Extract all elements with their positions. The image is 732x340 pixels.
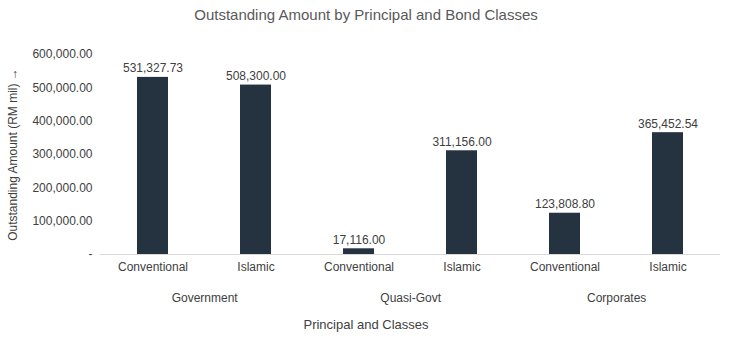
- svg-text:600,000.00: 600,000.00: [32, 47, 92, 61]
- svg-text:508,300.00: 508,300.00: [226, 69, 286, 83]
- svg-text:500,000.00: 500,000.00: [32, 81, 92, 95]
- svg-text:531,327.73: 531,327.73: [123, 61, 183, 75]
- html-text:Outstanding Amount by Principa: Outstanding Amount by Principal and Bond…: [194, 6, 538, 23]
- svg-text:-: -: [89, 247, 93, 261]
- svg-text:100,000.00: 100,000.00: [32, 214, 92, 228]
- svg-text:Conventional: Conventional: [118, 260, 188, 274]
- html-text:Principal and Classes: Principal and Classes: [303, 317, 429, 332]
- svg-text:Outstanding Amount (RM mil) →: Outstanding Amount (RM mil) →: [6, 68, 20, 241]
- svg-text:Corporates: Corporates: [587, 291, 646, 305]
- svg-text:Government: Government: [172, 291, 239, 305]
- svg-text:123,808.80: 123,808.80: [535, 197, 595, 211]
- svg-text:Conventional: Conventional: [324, 260, 394, 274]
- svg-text:311,156.00: 311,156.00: [432, 135, 491, 149]
- svg-text:Islamic: Islamic: [649, 260, 686, 274]
- svg-text:400,000.00: 400,000.00: [32, 114, 92, 128]
- svg-text:Islamic: Islamic: [237, 260, 274, 274]
- svg-text:200,000.00: 200,000.00: [32, 181, 92, 195]
- svg-text:Quasi-Govt: Quasi-Govt: [380, 291, 441, 305]
- svg-text:Conventional: Conventional: [530, 260, 600, 274]
- svg-text:17,116.00: 17,116.00: [333, 233, 386, 247]
- svg-text:Islamic: Islamic: [443, 260, 480, 274]
- svg-text:300,000.00: 300,000.00: [32, 147, 92, 161]
- svg-text:365,452.54: 365,452.54: [638, 117, 698, 131]
